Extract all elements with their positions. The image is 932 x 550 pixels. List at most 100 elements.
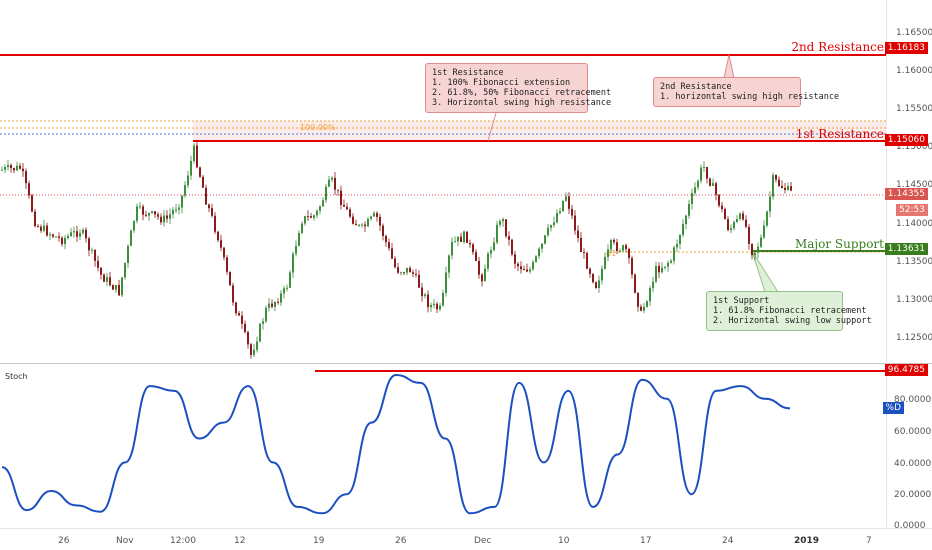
candle-body	[592, 273, 594, 283]
candle-body	[43, 225, 45, 231]
candles-group	[1, 141, 792, 359]
candle-body	[193, 145, 195, 161]
candle-body	[187, 175, 189, 186]
candle-body	[487, 253, 489, 269]
candle-body	[223, 247, 225, 258]
candle-body	[337, 189, 339, 191]
candle-body	[325, 186, 327, 201]
candle-body	[712, 183, 714, 186]
candle-body	[7, 165, 9, 168]
stoch-title: Stoch	[5, 372, 28, 381]
candle-body	[595, 282, 597, 288]
time-label: 7	[866, 536, 872, 546]
candle-body	[298, 232, 300, 246]
candle-body	[91, 249, 93, 251]
candle-body	[115, 284, 117, 290]
candle-body	[649, 288, 651, 302]
candle-body	[601, 268, 603, 281]
candle-body	[13, 168, 15, 171]
fib-100-label: 100.00%	[300, 123, 336, 132]
time-axis[interactable]: 26 Nov 12:00 12 19 26 Dec 10 17 24 2019 …	[58, 536, 872, 546]
candle-body	[376, 213, 378, 217]
candle-body	[58, 236, 60, 238]
candle-body	[391, 248, 393, 259]
candle-body	[697, 180, 699, 188]
price-tick: 1.15500	[896, 104, 932, 114]
candle-body	[565, 196, 567, 201]
candle-body	[97, 260, 99, 268]
candle-body	[19, 165, 21, 169]
candle-body	[448, 255, 450, 273]
candle-body	[640, 306, 642, 311]
candle-body	[40, 226, 42, 231]
candle-body	[499, 221, 501, 225]
note-title: 1st Resistance	[432, 68, 504, 78]
major-support-price-tag: 1.13631	[884, 243, 928, 255]
candle-body	[619, 250, 621, 252]
candle-body	[556, 213, 558, 223]
candle-body	[553, 222, 555, 226]
candle-body	[181, 195, 183, 208]
candle-body	[679, 234, 681, 245]
stoch-tick: 40.0000	[894, 459, 931, 469]
candle-body	[67, 236, 69, 238]
candle-body	[790, 186, 792, 191]
candle-body	[739, 213, 741, 219]
candle-body	[559, 211, 561, 214]
callout-pointer-second-resistance	[723, 54, 735, 79]
candle-body	[508, 236, 510, 240]
candle-body	[202, 176, 204, 188]
candle-body	[256, 341, 258, 350]
candle-body	[268, 303, 270, 308]
candle-body	[502, 219, 504, 222]
candle-body	[463, 231, 465, 243]
candle-body	[160, 216, 162, 223]
candle-body	[103, 274, 105, 282]
candle-body	[184, 185, 186, 196]
candle-body	[655, 265, 657, 282]
candle-body	[568, 196, 570, 209]
first-support-note[interactable]: 1st Support 1. 61.8% Fibonacci retraceme…	[706, 291, 872, 331]
candle-body	[217, 231, 219, 241]
price-axis[interactable]: 1.16500 1.16000 1.15500 1.15000 1.14500 …	[896, 28, 932, 343]
candle-body	[232, 285, 234, 303]
candle-body	[112, 285, 114, 290]
candle-body	[235, 302, 237, 314]
candle-body	[274, 301, 276, 307]
candle-body	[136, 206, 138, 221]
candle-body	[550, 225, 552, 228]
price-tick: 1.14500	[896, 180, 932, 190]
candle-body	[4, 167, 6, 170]
candle-body	[229, 271, 231, 286]
note-line: 1. 100% Fibonacci extension	[432, 78, 571, 88]
candle-body	[691, 193, 693, 204]
candle-body	[151, 211, 153, 213]
candle-body	[784, 187, 786, 190]
candle-body	[439, 305, 441, 310]
candle-body	[352, 216, 354, 224]
candle-body	[61, 237, 63, 245]
stoch-d-line[interactable]	[1, 373, 791, 515]
candle-body	[16, 165, 18, 171]
candle-body	[538, 248, 540, 257]
price-tick: 1.15000	[896, 142, 932, 152]
candle-body	[583, 252, 585, 254]
candle-body	[694, 187, 696, 194]
candle-body	[754, 252, 756, 256]
candle-body	[10, 165, 12, 169]
first-resistance-price-tag: 1.15060	[884, 134, 928, 146]
candle-body	[604, 256, 606, 269]
stoch-axis[interactable]: 80.0000 60.0000 40.0000 20.0000 0.0000	[894, 395, 931, 531]
candle-body	[673, 247, 675, 261]
candle-body	[127, 245, 129, 263]
candle-body	[481, 274, 483, 282]
candle-body	[322, 200, 324, 207]
first-resistance-note[interactable]: 1st Resistance 1. 100% Fibonacci extensi…	[425, 63, 611, 113]
candle-body	[412, 272, 414, 274]
second-resistance-note[interactable]: 2nd Resistance 1. horizontal swing high …	[653, 77, 839, 107]
candle-body	[703, 167, 705, 169]
candle-body	[652, 281, 654, 289]
candle-body	[34, 211, 36, 227]
